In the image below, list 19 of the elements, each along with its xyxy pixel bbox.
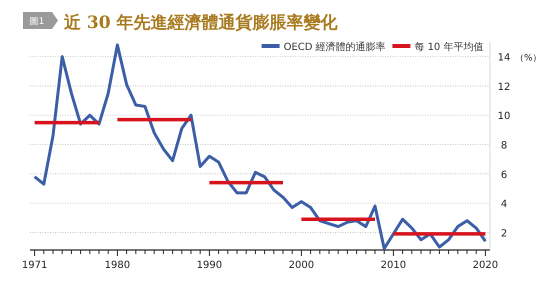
y-tick-label: 14 (498, 52, 510, 64)
legend-label: 每 10 年平均值 (414, 41, 484, 53)
chart-title: 近 30 年先進經濟體通貨膨脹率變化 (63, 13, 338, 33)
y-tick-label: 12 (498, 82, 510, 93)
y-tick-label: 10 (498, 111, 510, 122)
x-tick-label: 2010 (380, 260, 406, 271)
y-tick-label: 6 (500, 170, 508, 181)
x-tick-label: 1990 (196, 260, 222, 271)
y-axis-title: （%） (515, 54, 542, 64)
y-tick-label: 8 (500, 140, 508, 152)
y-tick-label: 4 (500, 199, 508, 210)
caption: 圖1 (30, 17, 44, 27)
x-tick-label: 2020 (472, 260, 498, 271)
line-series (33, 43, 487, 250)
x-tick-label: 1980 (104, 260, 130, 271)
legend-label: OECD 經濟體的通膨率 (284, 41, 386, 53)
y-tick-label: 2 (500, 228, 508, 240)
x-tick-label: 1971 (22, 260, 48, 271)
x-tick-label: 2000 (288, 260, 314, 271)
